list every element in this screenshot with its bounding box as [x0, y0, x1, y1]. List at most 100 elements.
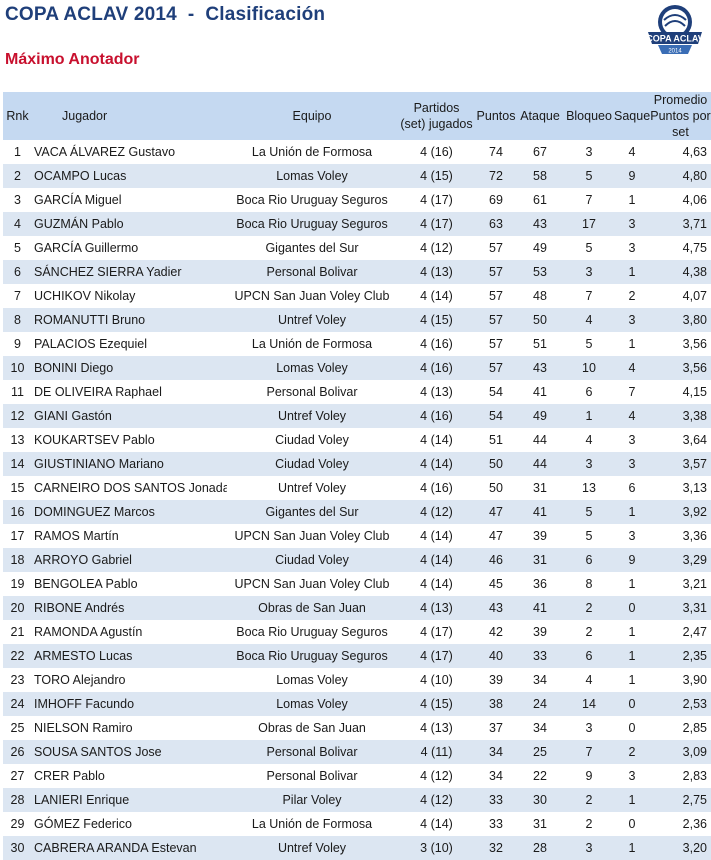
- cell-partidos: 4 (13): [420, 385, 453, 399]
- col-saque[interactable]: Saque: [614, 109, 651, 123]
- cell-ataque: 49: [533, 409, 547, 423]
- cell-promedio: 4,75: [682, 241, 707, 255]
- table-row: 25 NIELSON Ramiro Obras de San Juan 4 (13) 3…: [3, 716, 711, 740]
- cell-puntos: 50: [489, 481, 503, 495]
- table-row: 3 GARCÍA Miguel Boca Rio Uruguay Seguros 4 …: [3, 188, 711, 212]
- col-puntos[interactable]: Puntos: [476, 109, 516, 123]
- table-row: 6 SÁNCHEZ SIERRA Yadier Personal Bolivar 4 …: [3, 260, 711, 284]
- cell-ataque: 48: [533, 289, 547, 303]
- cell-rnk: 9: [14, 337, 21, 351]
- col-promedio[interactable]: Promedio Puntos por set: [650, 92, 711, 140]
- cell-partidos: 4 (17): [420, 193, 453, 207]
- col-ataque[interactable]: Ataque: [520, 109, 560, 123]
- cell-rnk: 26: [10, 745, 25, 759]
- cell-partidos: 4 (15): [420, 313, 453, 327]
- cell-bloqueo: 6: [585, 649, 593, 663]
- cell-puntos: 43: [489, 601, 503, 615]
- cell-jugador: OCAMPO Lucas: [34, 169, 127, 183]
- cell-promedio: 2,85: [682, 721, 707, 735]
- cell-partidos: 4 (14): [420, 457, 453, 471]
- col-equipo[interactable]: Equipo: [292, 109, 332, 123]
- cell-bloqueo: 4: [585, 673, 593, 687]
- cell-saque: 4: [628, 409, 636, 423]
- cell-jugador: ROMANUTTI Bruno: [34, 313, 146, 327]
- cell-bloqueo: 3: [585, 265, 593, 279]
- cell-rnk: 19: [10, 577, 25, 591]
- cell-ataque: 67: [533, 145, 547, 159]
- cell-bloqueo: 3: [585, 457, 593, 471]
- cell-puntos: 33: [489, 793, 503, 807]
- cell-puntos: 54: [489, 409, 503, 423]
- cell-bloqueo: 2: [585, 625, 593, 639]
- cell-bloqueo: 14: [582, 697, 596, 711]
- cell-partidos: 4 (16): [420, 361, 453, 375]
- table-row: 15 CARNEIRO DOS SANTOS Jonadabe Untref Vol…: [3, 476, 711, 500]
- cell-equipo: La Unión de Formosa: [251, 337, 373, 351]
- cell-saque: 6: [628, 481, 636, 495]
- cell-jugador: GÓMEZ Federico: [34, 817, 132, 831]
- cell-jugador: GARCÍA Miguel: [34, 193, 122, 207]
- cell-bloqueo: 6: [585, 385, 593, 399]
- cell-puntos: 57: [489, 313, 503, 327]
- cell-promedio: 3,71: [682, 217, 707, 231]
- cell-rnk: 4: [14, 217, 21, 231]
- cell-rnk: 7: [14, 289, 21, 303]
- cell-partidos: 4 (16): [420, 409, 453, 423]
- cell-promedio: 3,38: [682, 409, 707, 423]
- table-row: 27 CRER Pablo Personal Bolivar 4 (12) 34 22 9 3…: [3, 764, 711, 788]
- cell-saque: 1: [628, 265, 636, 279]
- cell-promedio: 3,09: [682, 745, 707, 759]
- cell-saque: 0: [628, 817, 636, 831]
- cell-equipo: Gigantes del Sur: [265, 241, 359, 255]
- cell-ataque: 41: [533, 601, 547, 615]
- cell-equipo: Pilar Voley: [282, 793, 342, 807]
- cell-partidos: 4 (13): [420, 601, 453, 615]
- col-partidos-line1: Partidos: [413, 101, 460, 115]
- cell-jugador: BONINI Diego: [34, 361, 114, 375]
- cell-puntos: 38: [489, 697, 503, 711]
- table-row: 13 KOUKARTSEV Pablo Ciudad Voley 4 (14) 51 44…: [3, 428, 711, 452]
- cell-ataque: 58: [533, 169, 547, 183]
- cell-promedio: 2,75: [682, 793, 707, 807]
- cell-equipo: Boca Rio Uruguay Seguros: [236, 193, 388, 207]
- cell-puntos: 34: [489, 745, 503, 759]
- cell-ataque: 36: [533, 577, 547, 591]
- cell-partidos: 4 (17): [420, 217, 453, 231]
- cell-equipo: Personal Bolivar: [266, 265, 358, 279]
- cell-equipo: Ciudad Voley: [275, 553, 349, 567]
- cell-ataque: 34: [533, 673, 547, 687]
- cell-equipo: La Unión de Formosa: [251, 817, 373, 831]
- col-jugador[interactable]: Jugador: [62, 109, 108, 123]
- table-row: 17 RAMOS Martín UPCN San Juan Voley Club 4 …: [3, 524, 711, 548]
- page-subtitle: Máximo Anotador: [5, 51, 140, 68]
- col-rnk[interactable]: Rnk: [6, 109, 29, 123]
- cell-puntos: 57: [489, 265, 503, 279]
- table-row: 10 BONINI Diego Lomas Voley 4 (16) 57 43 10 4 3,…: [3, 356, 711, 380]
- cell-promedio: 4,06: [682, 193, 707, 207]
- col-partidos[interactable]: Partidos (set) jugados: [397, 92, 476, 140]
- cell-puntos: 50: [489, 457, 503, 471]
- cell-saque: 3: [628, 433, 636, 447]
- col-partidos-line2: (set) jugados: [400, 117, 473, 131]
- cell-promedio: 3,13: [682, 481, 707, 495]
- cell-rnk: 2: [14, 169, 21, 183]
- cell-promedio: 4,38: [682, 265, 707, 279]
- cell-jugador: VACA ÁLVAREZ Gustavo: [34, 145, 176, 159]
- cell-ataque: 61: [533, 193, 547, 207]
- cell-ataque: 30: [533, 793, 547, 807]
- col-bloqueo[interactable]: Bloqueo: [566, 109, 612, 123]
- cell-rnk: 18: [10, 553, 25, 567]
- table-body: 1 VACA ÁLVAREZ Gustavo La Unión de Formosa…: [3, 140, 711, 860]
- cell-equipo: Untref Voley: [277, 409, 347, 423]
- cell-jugador: RAMONDA Agustín: [34, 625, 143, 639]
- cell-ataque: 33: [533, 649, 547, 663]
- cell-jugador: TORO Alejandro: [34, 673, 126, 687]
- cell-rnk: 11: [11, 385, 24, 399]
- cell-puntos: 47: [489, 505, 503, 519]
- cell-ataque: 31: [533, 481, 547, 495]
- cell-bloqueo: 17: [582, 217, 596, 231]
- cell-saque: 3: [628, 313, 636, 327]
- cell-bloqueo: 5: [585, 169, 593, 183]
- cell-puntos: 34: [489, 769, 503, 783]
- cell-puntos: 46: [489, 553, 503, 567]
